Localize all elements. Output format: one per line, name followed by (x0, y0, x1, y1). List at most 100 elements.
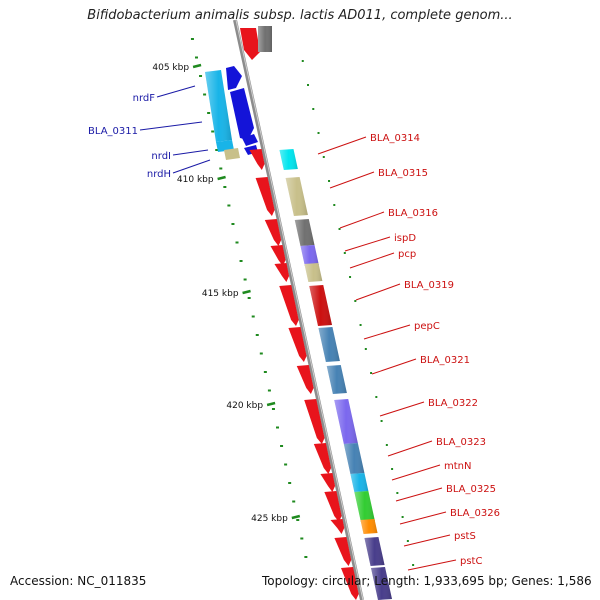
tick-dot (267, 389, 271, 392)
label-leader-line (355, 283, 401, 301)
tick-mark (242, 289, 251, 295)
gene-feature-shade (370, 567, 392, 600)
scale-ticks: 405 kbp 410 kbp 415 kbp 420 kbp 425 kbp (152, 63, 301, 524)
label-leader-line (339, 211, 385, 229)
gene-track (249, 149, 392, 600)
tick-dot (280, 445, 284, 447)
gene-label-BLA_0323[interactable]: BLA_0323 (436, 437, 486, 448)
gene-feature-shade (309, 285, 333, 326)
tick-dot (271, 408, 275, 410)
left-gene-labels: nrdF BLA_0311 nrdI nrdH (88, 85, 211, 180)
gene-label-BLA_0311[interactable]: BLA_0311 (88, 126, 138, 137)
tick-dot (300, 537, 304, 540)
gene-pepC[interactable] (288, 327, 340, 362)
gene-label-BLA_0326[interactable]: BLA_0326 (450, 508, 500, 519)
gene-BLA_0311[interactable] (216, 134, 258, 152)
label-leader-line (395, 487, 443, 502)
gene-BLA_0316[interactable] (264, 219, 315, 246)
gene-label-ispD[interactable]: ispD (394, 233, 416, 244)
tick-dot (276, 426, 280, 429)
tick-label: 415 kbp (202, 289, 239, 299)
gene-pstC[interactable] (340, 567, 392, 600)
gene-pstS[interactable] (334, 537, 385, 566)
tick-dots (190, 38, 415, 566)
label-leader-line (371, 358, 417, 375)
tick-dot (406, 540, 409, 542)
tick-dot (227, 204, 231, 207)
tick-dot (251, 315, 255, 318)
tick-dot (317, 132, 320, 134)
gene-feature-shade (300, 245, 319, 266)
tick-dot (370, 372, 373, 374)
gene-feature-shade (354, 491, 375, 522)
gene-label-pstS[interactable]: pstS (454, 531, 476, 542)
tick-dot (219, 167, 223, 170)
gene-feature-shade (334, 399, 358, 444)
gene-BLA_0322[interactable] (304, 399, 358, 444)
tick-dot (412, 564, 415, 566)
tick-dot (199, 75, 203, 77)
label-leader-line (379, 401, 425, 417)
gene-nrdF[interactable] (205, 66, 254, 142)
tick-dot (239, 260, 243, 262)
gene-label-BLA_0325[interactable]: BLA_0325 (446, 484, 496, 495)
gene-feature-shade (304, 263, 323, 282)
tick-mark (192, 63, 202, 69)
gene-BLA_0315[interactable] (255, 177, 308, 216)
gene-BLA_0314[interactable] (249, 149, 298, 170)
gene-label-pcp[interactable]: pcp (398, 249, 416, 260)
gene-BLA_0321[interactable] (296, 365, 347, 394)
gene-pcp[interactable] (274, 263, 323, 282)
tick-dot (304, 556, 308, 558)
gene-label-BLA_0316[interactable]: BLA_0316 (388, 208, 438, 219)
gene-label-BLA_0322[interactable]: BLA_0322 (428, 398, 478, 409)
map-title: Bifidobacterium animalis subsp. lactis A… (87, 8, 513, 23)
tick-dot (288, 482, 292, 484)
gene-label-BLA_0314[interactable]: BLA_0314 (370, 133, 420, 144)
gene-BLA_0325[interactable] (324, 491, 375, 522)
tick-dot (396, 492, 399, 494)
gene-feature-shade (294, 219, 315, 246)
tick-dot (301, 60, 304, 62)
gene-ispD[interactable] (270, 245, 319, 266)
accession-text: Accession: NC_011835 (10, 574, 147, 588)
gene-BLA_0319[interactable] (279, 285, 333, 326)
gene-feature-shade (279, 149, 298, 170)
gene-feature-shade (343, 443, 365, 474)
tick-dot (247, 297, 251, 299)
tick-dot (296, 519, 300, 521)
gene-label-pepC[interactable]: pepC (414, 321, 440, 332)
label-leader-line (403, 534, 451, 547)
cds-arrow (279, 285, 299, 326)
tick-dot (343, 252, 346, 254)
tick-dot (312, 108, 315, 110)
label-leader-line (387, 440, 433, 457)
gene-label-mtnN[interactable]: mtnN (444, 461, 471, 472)
gene-feature-shade (285, 177, 308, 216)
right-gene-labels: BLA_0314 BLA_0315 BLA_0316 ispD pcp BLA_0319p… (317, 133, 500, 571)
gene-label-BLA_0315[interactable]: BLA_0315 (378, 168, 428, 179)
tick-dot (349, 276, 352, 278)
gene-label-BLA_0321[interactable]: BLA_0321 (420, 355, 470, 366)
gene-label-pstC[interactable]: pstC (460, 556, 482, 567)
gene-label-nrdI[interactable]: nrdI (151, 151, 171, 162)
tick-dot (235, 241, 239, 244)
tick-label: 410 kbp (177, 175, 214, 185)
gene-BLA_0323[interactable] (313, 443, 365, 474)
gene-label-nrdF[interactable]: nrdF (133, 93, 156, 104)
tick-label: 425 kbp (251, 514, 288, 524)
gene-BLA_0326[interactable] (330, 519, 378, 534)
tick-dot (322, 156, 325, 158)
tick-label: 405 kbp (152, 63, 189, 73)
tick-dot (333, 204, 336, 206)
tick-dot (231, 223, 235, 225)
cds-arrow (313, 443, 332, 474)
gene-label-nrdH[interactable]: nrdH (147, 169, 171, 180)
label-leader-line (156, 85, 196, 98)
cds-arrow (296, 365, 314, 394)
gene-label-BLA_0319[interactable]: BLA_0319 (404, 280, 454, 291)
label-leader-line (363, 324, 411, 340)
tick-dot (401, 516, 404, 518)
gene-mtnN[interactable] (320, 473, 369, 492)
